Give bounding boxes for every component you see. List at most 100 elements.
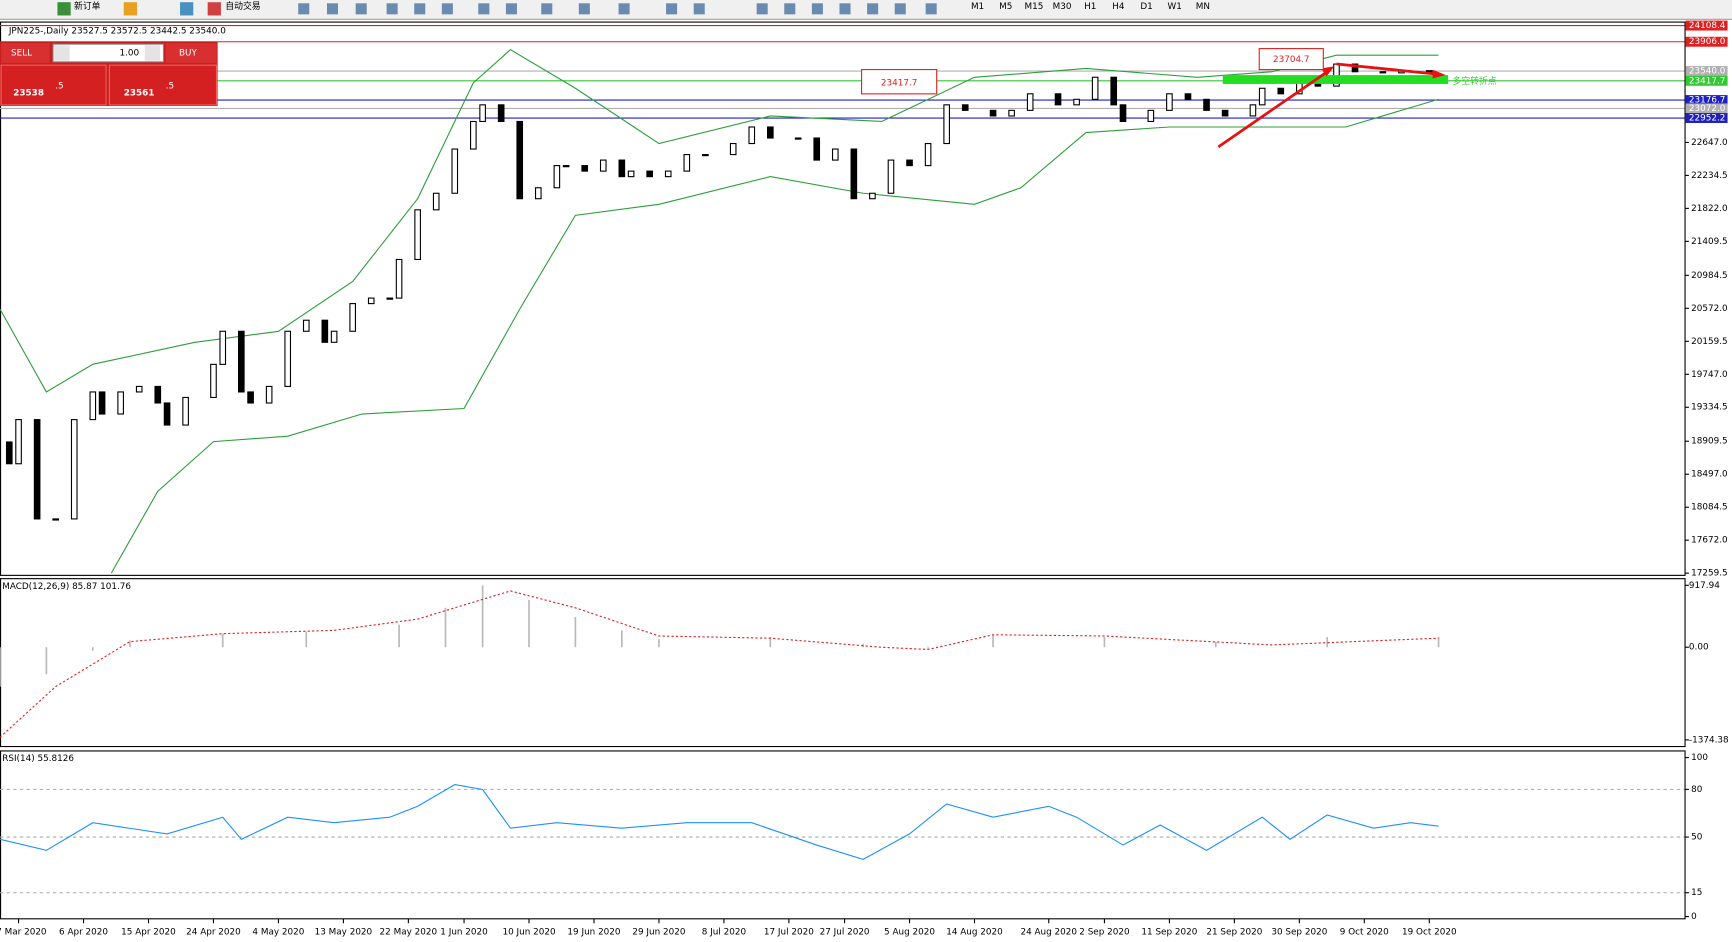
candle	[553, 165, 561, 189]
indicator-title: MACD(12,26,9) 85.87 101.76	[2, 582, 131, 592]
candle	[989, 109, 997, 117]
candle	[98, 391, 106, 415]
tool-icon[interactable]	[414, 3, 426, 15]
panel-frame	[0, 750, 1686, 920]
buy-label[interactable]: BUY	[179, 49, 198, 59]
lot-value[interactable]: 1.00	[120, 49, 140, 59]
candle	[599, 159, 607, 172]
sell-price-box[interactable]	[0, 64, 107, 106]
tool-icon[interactable]	[441, 3, 453, 15]
timeframe-button[interactable]: W1	[1168, 2, 1182, 12]
price-level-label: 23176.7	[1689, 96, 1726, 106]
candle	[618, 159, 626, 178]
x-tick-label: 30 Sep 2020	[1271, 928, 1327, 938]
lot-input[interactable]	[52, 43, 165, 63]
tool-icon[interactable]	[925, 3, 937, 15]
candle	[1351, 63, 1359, 73]
price-level-tag	[1685, 95, 1728, 106]
sell-price[interactable]: 23538	[13, 88, 44, 98]
price-level-tag	[1685, 75, 1728, 86]
x-tick-label: 19 Jun 2020	[567, 928, 620, 938]
candle	[70, 419, 78, 520]
y-tick-label: 18497.0	[1691, 470, 1728, 480]
candle	[869, 192, 876, 200]
candle	[664, 170, 672, 178]
tool-icon[interactable]	[618, 3, 630, 15]
candle	[470, 120, 477, 150]
buy-price-box[interactable]	[108, 64, 218, 106]
candle	[247, 391, 254, 404]
sell-label[interactable]: SELL	[11, 49, 32, 59]
tool-icon[interactable]	[386, 3, 398, 15]
timeframe-button[interactable]: H4	[1112, 2, 1125, 12]
tool-icon[interactable]	[355, 3, 367, 15]
tool-icon[interactable]	[867, 3, 879, 15]
timeframe-button[interactable]: MN	[1196, 2, 1210, 12]
arrow-head	[1432, 69, 1446, 79]
tool-icon[interactable]	[578, 3, 590, 15]
tool-icon[interactable]	[693, 3, 705, 15]
tool-icon[interactable]	[894, 3, 906, 15]
y-tick-label: 19747.0	[1691, 370, 1728, 380]
candle	[1091, 76, 1099, 100]
auto-trade-button[interactable]: 自动交易	[225, 0, 260, 12]
x-tick-label: 27 Jul 2020	[820, 928, 870, 938]
y-tick-label: 0	[1691, 912, 1697, 922]
candle	[302, 319, 310, 332]
tool-icon[interactable]	[326, 3, 339, 15]
tool-icon[interactable]	[839, 3, 851, 15]
x-tick-label: 8 Jul 2020	[702, 928, 747, 938]
y-tick-label: 20984.5	[1691, 271, 1728, 281]
sell-button[interactable]	[1, 43, 50, 63]
panel-frame	[0, 21, 1686, 576]
price-level-label: 23540.0	[1689, 67, 1726, 77]
buy-price[interactable]: 23561	[124, 88, 155, 98]
tool-icon[interactable]	[478, 3, 490, 15]
timeframes: M1 M5 M15 M30 H1 H4 D1 W1 MN	[971, 2, 1210, 12]
x-tick-label: 24 Aug 2020	[1020, 928, 1077, 938]
candle	[89, 391, 97, 421]
candle	[943, 104, 950, 145]
timeframe-button[interactable]: M5	[999, 2, 1012, 12]
timeframe-button[interactable]: M15	[1024, 2, 1043, 12]
timeframe-button[interactable]: M30	[1053, 2, 1072, 12]
sell-price-fraction[interactable]: .5	[55, 82, 63, 92]
toolbar	[0, 0, 1732, 19]
toolbar-icon[interactable]	[123, 2, 137, 16]
timeframe-button[interactable]: M1	[971, 2, 984, 12]
new-order-icon[interactable]	[57, 2, 71, 16]
buy-button[interactable]	[165, 43, 217, 63]
candle	[562, 165, 570, 168]
y-tick-label: 21822.0	[1691, 204, 1728, 214]
candle	[627, 170, 635, 178]
tool-icon[interactable]	[756, 3, 768, 15]
toolbar-icon[interactable]	[180, 2, 194, 16]
buy-price-fraction[interactable]: .5	[166, 82, 174, 92]
x-tick-label: 17 Jul 2020	[764, 928, 814, 938]
tool-icon[interactable]	[541, 3, 553, 15]
candle	[349, 303, 356, 332]
candle	[117, 391, 124, 415]
tool-icon[interactable]	[666, 3, 678, 15]
tool-icon[interactable]	[784, 3, 796, 15]
lot-up[interactable]	[144, 45, 161, 61]
x-tick-label: 1 Jun 2020	[440, 928, 488, 938]
tool-icon[interactable]	[298, 3, 310, 15]
candle	[210, 363, 217, 399]
price-level-tag	[1685, 36, 1728, 47]
y-tick-label: 50	[1691, 833, 1703, 843]
y-tick-label: 0.00	[1689, 643, 1709, 653]
y-tick-label: -1374.38	[1689, 735, 1729, 745]
tool-icon[interactable]	[505, 3, 517, 15]
new-order-button[interactable]: 新订单	[74, 0, 101, 12]
candle	[367, 297, 375, 305]
candle	[1110, 76, 1118, 106]
timeframe-button[interactable]: D1	[1140, 2, 1152, 12]
tool-icon[interactable]	[811, 3, 823, 15]
lot-down[interactable]	[54, 45, 70, 61]
x-tick-label: 6 Apr 2020	[59, 928, 108, 938]
candle	[163, 402, 171, 426]
candle	[1147, 109, 1155, 123]
auto-trade-icon[interactable]	[207, 2, 221, 16]
timeframe-button[interactable]: H1	[1084, 2, 1096, 12]
